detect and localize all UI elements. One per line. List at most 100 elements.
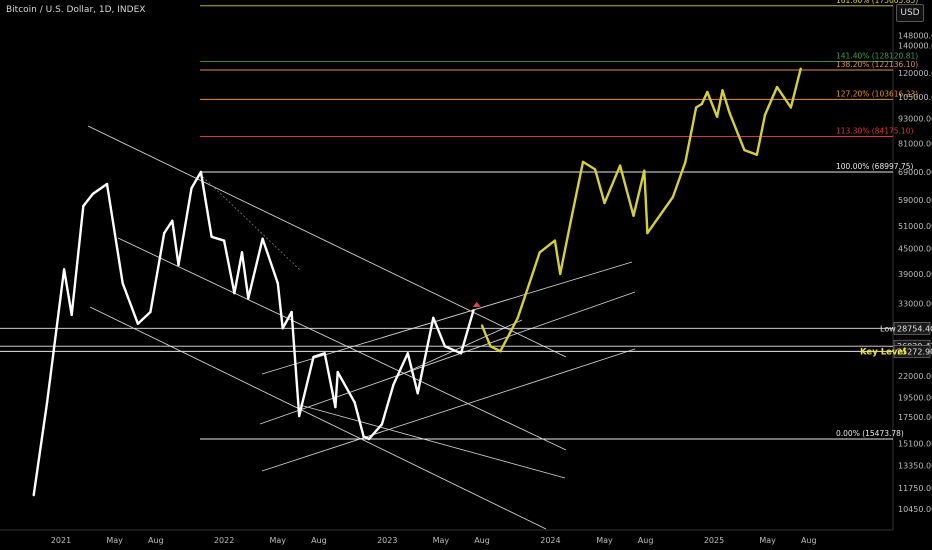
price-point [392,383,395,386]
price-point [105,182,109,186]
price-point [276,282,279,285]
price-point [290,310,293,314]
x-tick-label: May [106,536,123,545]
price-point [32,493,35,497]
price-point [528,282,531,285]
price-point [480,324,484,327]
channel-line [87,125,567,358]
price-point [323,352,326,355]
price-tag-label: 28754.40 [897,324,932,333]
y-tick-label: 17500.00 [898,413,932,422]
y-tick-label: 11750.00 [898,484,932,493]
price-point [569,221,572,224]
price-point [646,231,649,235]
channel-line [117,237,567,451]
price-point [671,195,675,199]
x-tick-label: May [759,536,776,545]
price-point [443,345,447,348]
fib-level-label: 127.20% (103616.23) [836,89,918,98]
price-point [362,435,365,438]
y-tick-label: 10450.00 [898,505,932,514]
price-point [459,352,463,355]
channel-line [259,291,636,425]
fib-level-label: 141.40% (128120.81) [836,51,918,60]
price-point [499,349,502,353]
price-point [799,67,802,70]
fib-level-label: 113.30% (84175.10) [836,126,913,135]
y-tick-label: 51000.00 [898,222,932,231]
price-point [728,111,731,115]
price-point [199,170,203,174]
x-tick-label: 2022 [214,536,234,545]
price-point [82,204,85,208]
price-point [334,405,337,409]
x-tick-label: Aug [474,536,490,545]
y-tick-label: 140000.00 [898,42,932,51]
x-tick-label: May [269,536,286,545]
channel-line [299,404,566,479]
price-point [247,297,250,300]
channel-line [397,319,523,377]
price-point [700,102,704,106]
channel-line [261,348,636,472]
y-tick-label: 120000.00 [898,69,932,78]
y-tick-label: 22000.00 [898,372,932,381]
price-point [281,327,284,330]
price-point [581,160,585,164]
price-series [32,67,802,497]
price-point [632,214,635,217]
price-tag [893,345,931,358]
price-point [406,352,410,355]
y-tick-label: 59000.00 [898,196,932,205]
fib-level-label: 138.20% (122136.10) [836,60,918,69]
x-tick-label: 2024 [540,536,560,545]
y-tick-label: 81000.00 [898,139,932,148]
fib-level-label: 100.00% (68997.75) [836,162,913,171]
price-point [618,164,622,167]
price-point [121,282,124,285]
fib-level-label: 161.80% (175005.85) [836,0,918,5]
x-tick-label: Aug [311,536,327,545]
price-point [694,106,698,109]
low-label: Low [880,324,896,333]
price-point [538,251,541,254]
price-point [261,237,264,240]
y-axis: 148000.00140000.00 120000.00 105000.00 9300… [898,32,932,514]
x-tick-label: Aug [148,536,164,545]
x-tick-label: 2025 [704,536,724,545]
price-point [559,272,562,276]
price-point [353,401,356,404]
price-point [721,89,724,92]
price-point [367,437,371,441]
fib-levels: 161.80% (175005.85) 141.40% (128120.81)13… [200,0,918,440]
price-point [222,239,226,242]
projection-price-line [480,68,802,353]
price-point [706,90,709,94]
y-tick-label: 45000.00 [898,244,932,253]
price-point [91,192,94,196]
x-tick-label: Aug [638,536,654,545]
y-tick-label: 69000.00 [898,168,932,177]
y-tick-label: 148000.00 [898,32,932,41]
currency-button[interactable]: USD [896,4,924,22]
price-point [603,201,606,205]
price-point [163,231,166,235]
channel-line [261,261,633,375]
price-point [149,310,152,314]
price-point [593,168,597,171]
price-point [70,313,73,317]
x-tick-label: 2021 [51,536,71,545]
y-tick-label: 105000.00 [898,93,932,102]
historical-price-line [32,170,475,496]
price-point [755,153,759,156]
price-point [775,85,779,89]
channel-line [89,306,547,530]
annotations [472,301,481,307]
price-point [432,316,435,320]
price-point [312,355,315,359]
dotted-trend-line [199,173,301,271]
trend-channels [87,125,636,530]
x-tick-label: May [596,536,613,545]
price-point [45,401,49,404]
